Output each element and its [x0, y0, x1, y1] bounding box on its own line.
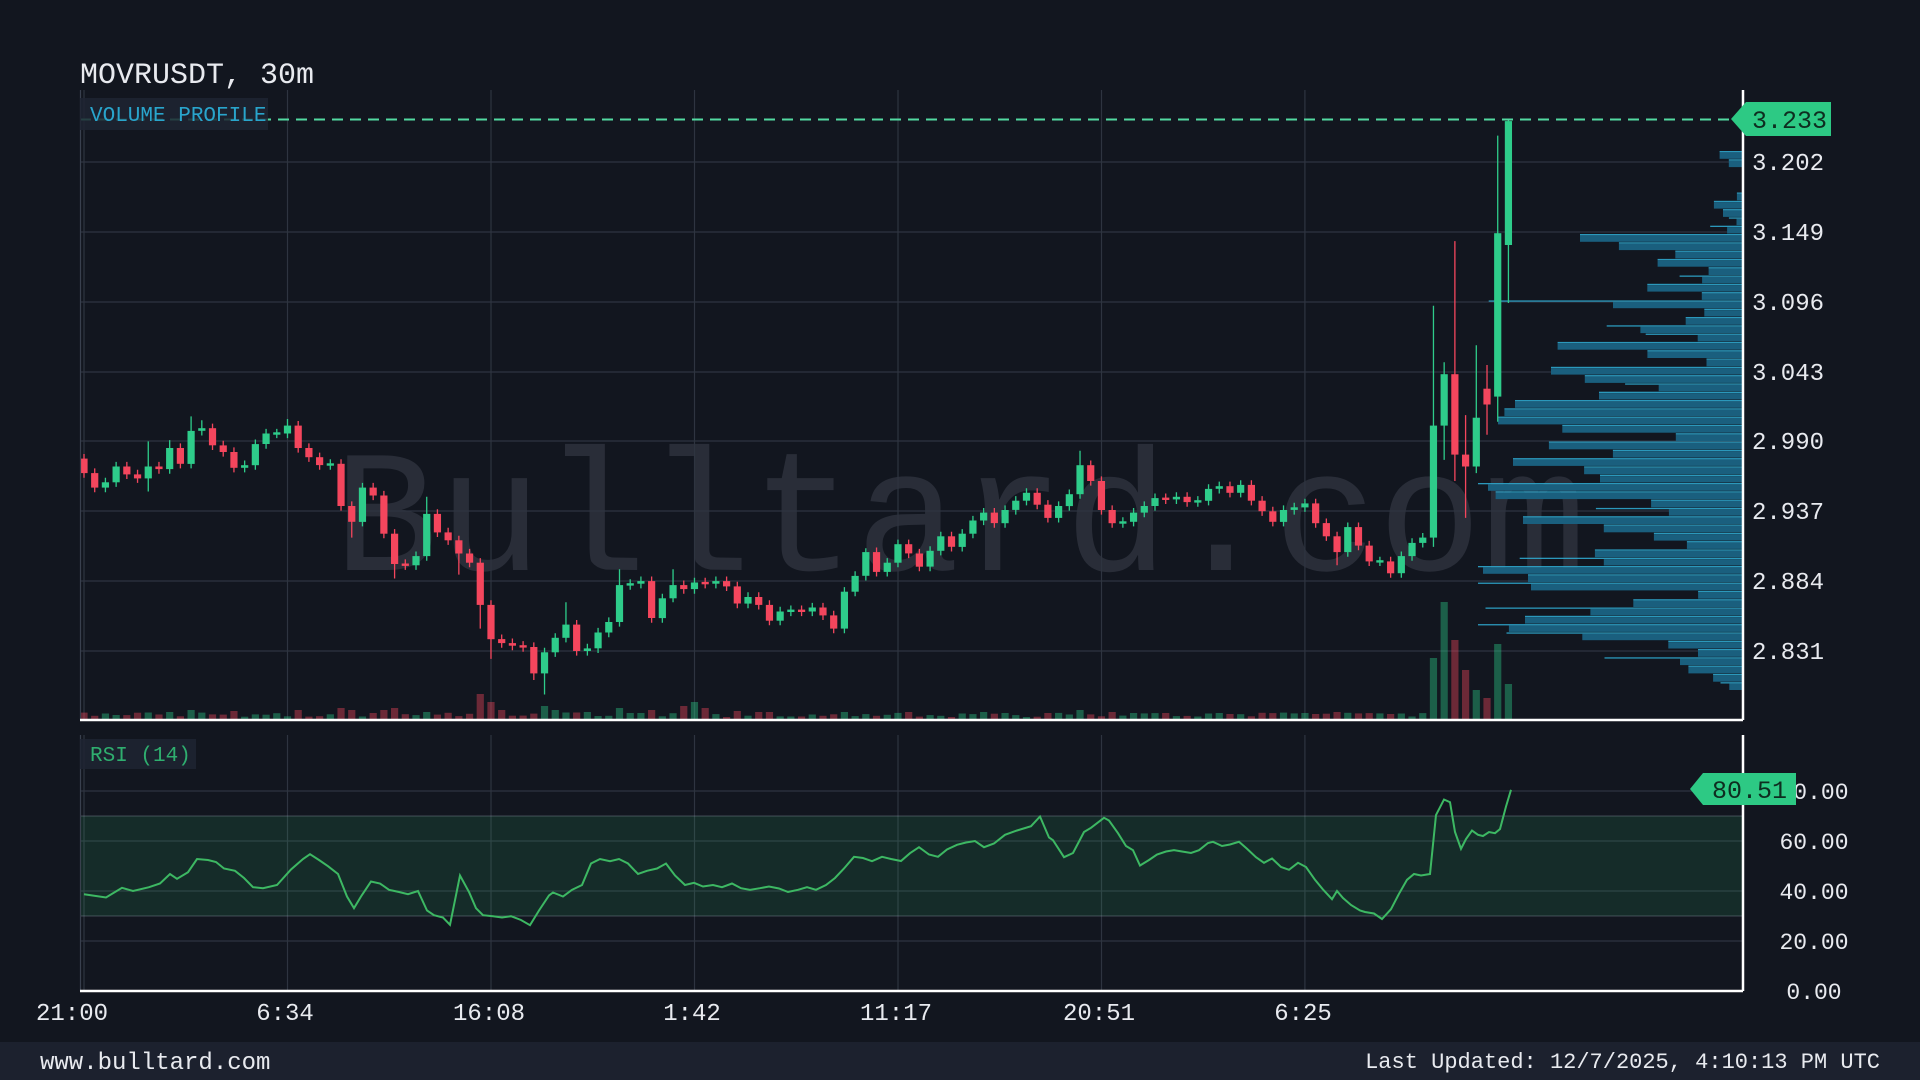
svg-text:Last Updated: 12/7/2025, 4:10:: Last Updated: 12/7/2025, 4:10:13 PM UTC: [1365, 1050, 1880, 1075]
svg-text:21:00: 21:00: [36, 1001, 108, 1028]
svg-text:MOVRUSDT, 30m: MOVRUSDT, 30m: [80, 59, 314, 93]
svg-text:1:42: 1:42: [663, 1001, 721, 1028]
svg-text:6:25: 6:25: [1274, 1001, 1332, 1028]
svg-text:2.937: 2.937: [1752, 500, 1824, 527]
svg-text:3.096: 3.096: [1752, 291, 1824, 318]
svg-text:20:51: 20:51: [1063, 1001, 1135, 1028]
svg-text:www.bulltard.com: www.bulltard.com: [40, 1050, 270, 1077]
svg-text:6:34: 6:34: [256, 1001, 314, 1028]
svg-text:3.233: 3.233: [1752, 107, 1827, 136]
svg-text:3.043: 3.043: [1752, 361, 1824, 388]
svg-text:80.51: 80.51: [1712, 777, 1787, 806]
svg-text:2.884: 2.884: [1752, 570, 1824, 597]
svg-text:11:17: 11:17: [860, 1001, 932, 1028]
svg-text:16:08: 16:08: [453, 1001, 525, 1028]
svg-text:3.202: 3.202: [1752, 151, 1824, 178]
svg-text:3.149: 3.149: [1752, 221, 1824, 248]
svg-text:60.00: 60.00: [1779, 830, 1848, 856]
svg-text:20.00: 20.00: [1779, 930, 1848, 956]
svg-text:2.990: 2.990: [1752, 430, 1824, 457]
svg-text:VOLUME PROFILE: VOLUME PROFILE: [90, 105, 266, 128]
svg-text:RSI (14): RSI (14): [90, 745, 191, 768]
svg-text:40.00: 40.00: [1779, 880, 1848, 906]
svg-text:Bulltard.com: Bulltard.com: [333, 426, 1586, 623]
svg-text:0.00: 0.00: [1786, 980, 1841, 1006]
svg-text:2.831: 2.831: [1752, 640, 1824, 667]
